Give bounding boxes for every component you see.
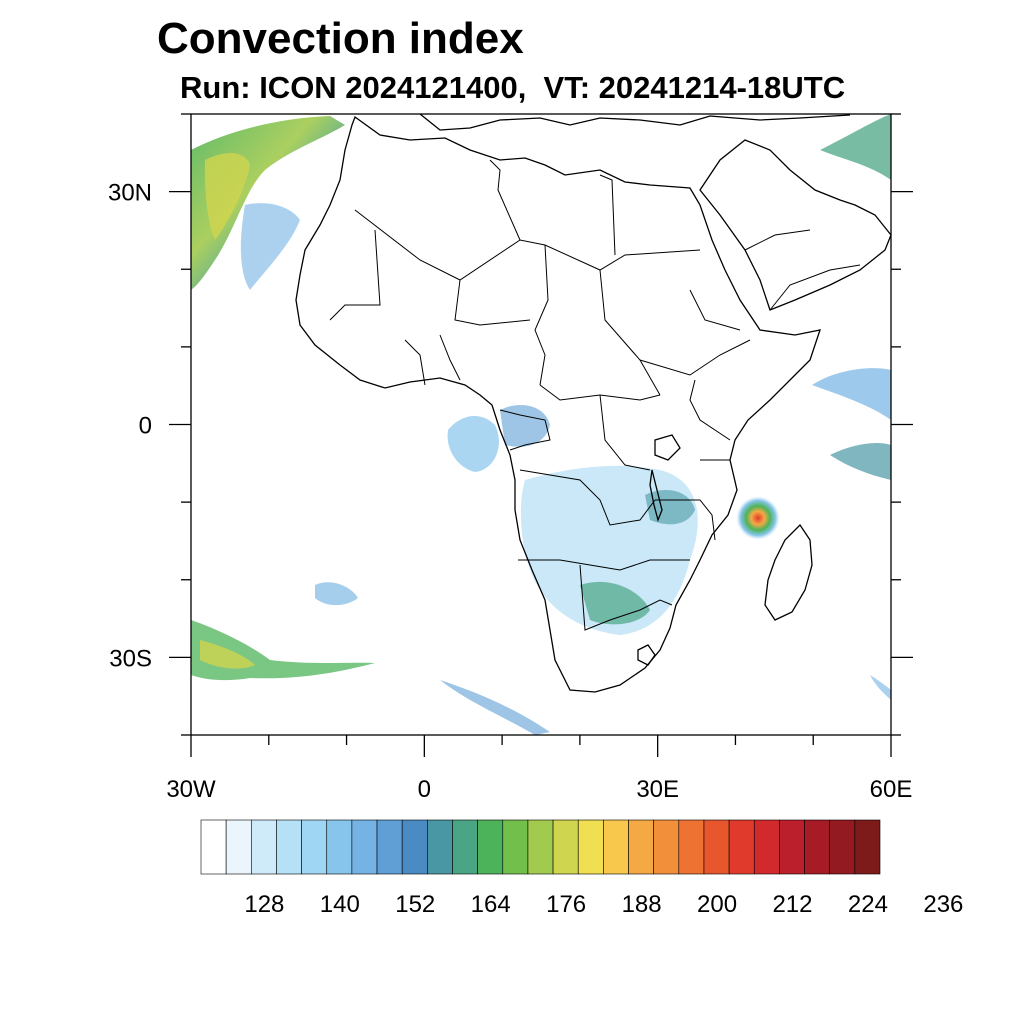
- convection-field-north-atlantic-scatter: [240, 203, 300, 290]
- lat-tick-label: 0: [139, 413, 152, 440]
- colorbar-swatch: [603, 819, 629, 875]
- colorbar: [200, 819, 881, 875]
- convection-field-gulf-of-guinea: [447, 415, 499, 472]
- chart-subtitle: Run: ICON 2024121400, VT: 20241214-18UTC: [180, 70, 846, 105]
- colorbar-swatch: [552, 819, 579, 875]
- lon-tick-label: 0: [418, 776, 431, 803]
- lon-tick-label: 30W: [166, 776, 216, 803]
- madagascar-coastline: [764, 523, 813, 621]
- colorbar-tick-label: 164: [471, 891, 511, 918]
- country-borders: [329, 159, 861, 631]
- colorbar-tick-label: 212: [772, 891, 812, 918]
- colorbar-swatch: [250, 819, 277, 875]
- lake-tanganyika: [649, 469, 663, 523]
- colorbar-tick-labels: 128 140 152 164 176 188 200 212 224 236: [244, 891, 963, 918]
- colorbar-swatch: [527, 819, 554, 875]
- convection-field-southern-africa-core: [580, 581, 650, 625]
- colorbar-swatch: [276, 819, 302, 875]
- convection-field-indian-ocean: [812, 368, 891, 420]
- lon-tick-label: 60E: [870, 776, 913, 803]
- convection-field-north-atlantic-core: [204, 153, 250, 240]
- colorbar-tick-label: 140: [320, 891, 360, 918]
- colorbar-swatch: [326, 819, 353, 875]
- arabia-coastline: [699, 139, 891, 311]
- colorbar-swatch: [753, 819, 780, 875]
- convection-field-south-atlantic-mid: [315, 582, 358, 606]
- chart-title: Convection index: [157, 14, 524, 63]
- convection-field-central-africa: [500, 405, 550, 447]
- lat-tick-label: 30S: [109, 645, 152, 672]
- colorbar-tick-label: 236: [923, 891, 963, 918]
- convection-field-arabian-sea-north: [820, 114, 891, 180]
- axis-tick-labels: 30W 0 30E 60E 30N 0 30S: [108, 180, 912, 803]
- colorbar-swatch: [376, 819, 403, 875]
- colorbar-swatch: [225, 819, 252, 875]
- colorbar-swatch: [703, 819, 730, 875]
- lake-victoria: [654, 434, 681, 461]
- colorbar-swatch: [502, 819, 529, 875]
- colorbar-swatch: [477, 819, 504, 875]
- colorbar-swatch: [854, 819, 881, 875]
- colorbar-swatch: [401, 819, 428, 875]
- colorbar-tick-label: 128: [244, 891, 284, 918]
- colorbar-swatch: [200, 819, 227, 875]
- colorbar-swatch: [628, 819, 654, 875]
- lesotho-border: [637, 644, 656, 666]
- coastlines: [295, 114, 891, 693]
- africa-coastline: [295, 115, 821, 693]
- convection-field-indian-ocean-2: [830, 443, 891, 480]
- lat-tick-label: 30N: [108, 180, 152, 207]
- colorbar-swatch: [427, 819, 453, 875]
- colorbar-swatch: [301, 819, 328, 875]
- convection-field-southwest: [440, 680, 550, 735]
- colorbar-swatch: [804, 819, 831, 875]
- axis-ticks: [169, 113, 913, 757]
- colorbar-tick-label: 200: [697, 891, 737, 918]
- colorbar-tick-label: 188: [622, 891, 662, 918]
- colorbar-tick-label: 176: [546, 891, 586, 918]
- colorbar-swatch: [577, 819, 604, 875]
- convection-field-se-corner: [870, 675, 891, 700]
- colorbar-swatch: [829, 819, 856, 875]
- colorbar-swatch: [351, 819, 378, 875]
- colorbar-swatch: [728, 819, 755, 875]
- convection-field-mozambique-channel-cyclone: [736, 496, 780, 540]
- colorbar-swatch: [779, 819, 805, 875]
- convection-field-south-atlantic-core: [200, 640, 255, 669]
- convection-fields: [191, 114, 891, 735]
- lon-tick-label: 30E: [636, 776, 679, 803]
- europe-coastline: [419, 114, 851, 131]
- colorbar-swatch: [452, 819, 478, 875]
- colorbar-tick-label: 152: [395, 891, 435, 918]
- colorbar-tick-label: 224: [848, 891, 888, 918]
- colorbar-swatch: [653, 819, 680, 875]
- colorbar-swatch: [678, 819, 705, 875]
